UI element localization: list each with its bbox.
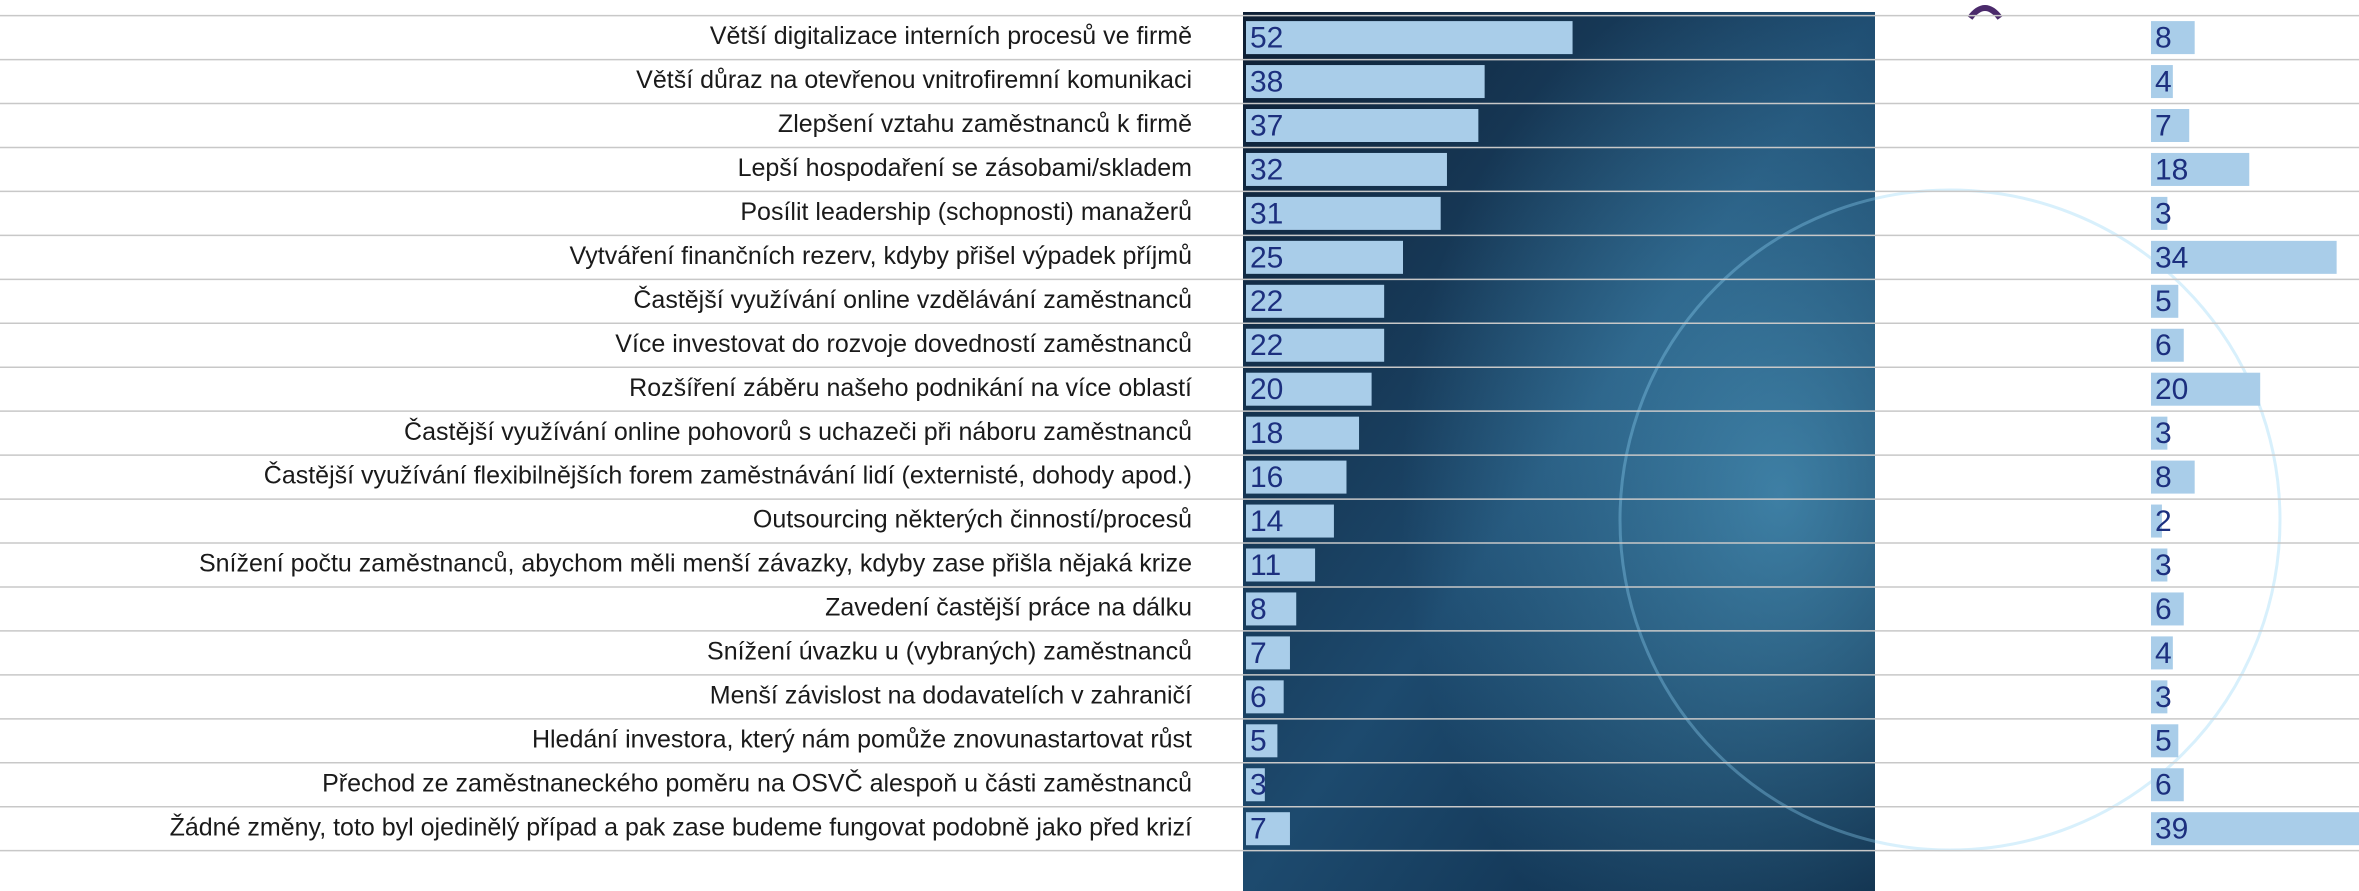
- value-label: 8: [1250, 593, 1267, 626]
- value-label: 6: [2155, 593, 2172, 626]
- value-label: 20: [1250, 373, 1283, 406]
- value-label: 16: [1250, 461, 1283, 494]
- value-label: 20: [2155, 373, 2188, 406]
- category-label: Posílit leadership (schopnosti) manažerů: [740, 198, 1192, 226]
- category-label: Hledání investora, který nám pomůže znov…: [532, 725, 1192, 753]
- background-glow: [1243, 12, 1875, 891]
- category-label: Vytváření finančních rezerv, kdyby přiše…: [570, 242, 1193, 270]
- value-label: 18: [2155, 153, 2188, 186]
- category-label: Častější využívání online vzdělávání zam…: [633, 285, 1192, 314]
- category-label: Žádné změny, toto byl ojedinělý případ a…: [170, 812, 1192, 841]
- value-label: 22: [1250, 285, 1283, 318]
- value-label: 7: [1250, 637, 1267, 670]
- value-label: 11: [1250, 549, 1281, 582]
- category-label: Snížení úvazku u (vybraných) zaměstnanců: [707, 638, 1192, 666]
- plot: Větší digitalizace interních procesů ve …: [0, 16, 2359, 851]
- value-label: 37: [1250, 109, 1283, 142]
- logo-fragment: [1970, 8, 2000, 18]
- value-label: 14: [1250, 505, 1283, 538]
- category-label: Lepší hospodaření se zásobami/skladem: [738, 154, 1192, 182]
- value-label: 32: [1250, 153, 1283, 186]
- value-label: 22: [1250, 329, 1283, 362]
- value-label: 3: [2155, 549, 2172, 582]
- category-label: Více investovat do rozvoje dovedností za…: [615, 330, 1192, 358]
- value-label: 5: [2155, 725, 2172, 758]
- value-label: 31: [1250, 197, 1283, 230]
- category-label: Zavedení častější práce na dálku: [825, 594, 1192, 622]
- value-label: 7: [2155, 109, 2172, 142]
- category-label: Větší digitalizace interních procesů ve …: [710, 22, 1192, 50]
- value-label: 4: [2155, 65, 2172, 98]
- category-label: Snížení počtu zaměstnanců, abychom měli …: [199, 550, 1192, 578]
- value-label: 3: [1250, 769, 1267, 802]
- value-label: 5: [1250, 725, 1267, 758]
- value-label: 39: [2155, 813, 2188, 846]
- category-label: Menší závislost na dodavatelích v zahran…: [710, 681, 1192, 709]
- value-label: 3: [2155, 681, 2172, 714]
- category-label: Větší důraz na otevřenou vnitrofiremní k…: [636, 66, 1192, 94]
- value-label: 3: [2155, 197, 2172, 230]
- value-label: 6: [2155, 329, 2172, 362]
- value-label: 8: [2155, 461, 2172, 494]
- value-label: 18: [1250, 417, 1283, 450]
- value-label: 6: [2155, 769, 2172, 802]
- page: Větší digitalizace interních procesů ve …: [0, 0, 2359, 891]
- value-label: 52: [1250, 22, 1283, 55]
- category-label: Častější využívání flexibilnějších forem…: [264, 461, 1192, 490]
- value-label: 5: [2155, 285, 2172, 318]
- value-label: 38: [1250, 65, 1283, 98]
- category-label: Rozšíření záběru našeho podnikání na víc…: [629, 374, 1192, 402]
- category-label: Přechod ze zaměstnaneckého poměru na OSV…: [322, 768, 1192, 797]
- value-label: 3: [2155, 417, 2172, 450]
- bar: [1246, 21, 1573, 54]
- category-label: Častější využívání online pohovorů s uch…: [404, 417, 1192, 446]
- category-label: Outsourcing některých činností/procesů: [753, 506, 1192, 534]
- value-label: 4: [2155, 637, 2172, 670]
- value-label: 34: [2155, 241, 2188, 274]
- value-label: 7: [1250, 813, 1267, 846]
- value-label: 8: [2155, 22, 2172, 55]
- chart: Větší digitalizace interních procesů ve …: [0, 0, 2359, 891]
- value-label: 25: [1250, 241, 1283, 274]
- value-label: 6: [1250, 681, 1267, 714]
- value-label: 2: [2155, 505, 2172, 538]
- category-label: Zlepšení vztahu zaměstnanců k firmě: [778, 110, 1192, 138]
